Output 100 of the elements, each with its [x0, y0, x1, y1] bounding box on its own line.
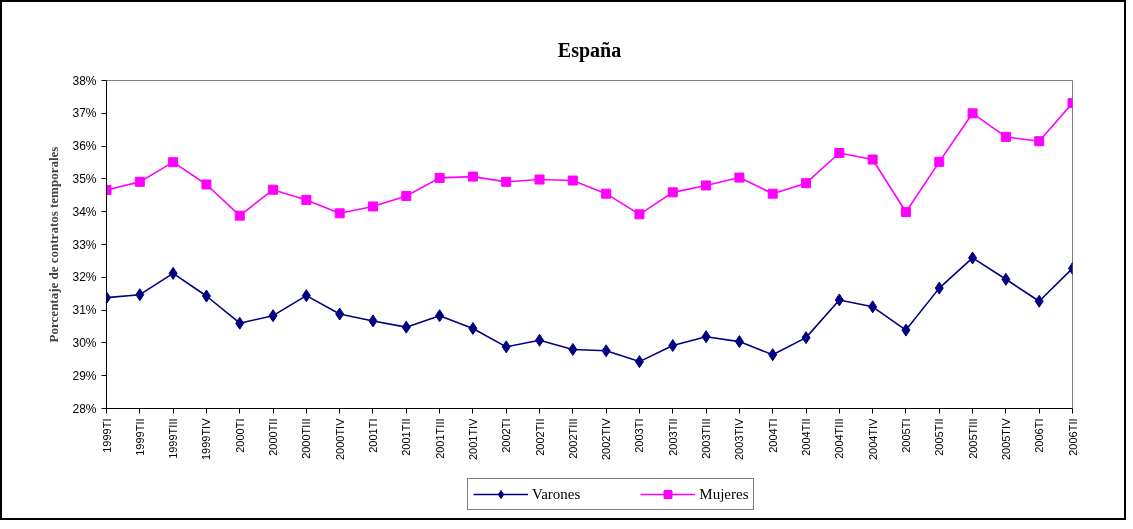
- point: [501, 340, 511, 354]
- x-tick-label: 2005TIV: [999, 417, 1012, 461]
- point: [468, 321, 478, 335]
- point: [501, 176, 512, 187]
- y-tick-label: 35%: [72, 171, 97, 186]
- x-tick-label: 2001TIII: [433, 418, 446, 459]
- point: [668, 339, 678, 353]
- point: [234, 210, 245, 221]
- point: [334, 208, 345, 219]
- point: [634, 209, 645, 220]
- x-tick-label: 2005TI: [899, 418, 912, 453]
- point: [701, 180, 712, 191]
- point: [934, 156, 945, 167]
- x-tick-label: 2000TIII: [300, 418, 313, 459]
- point: [834, 293, 844, 307]
- x-tick-label: 2001TII: [400, 418, 413, 456]
- point: [801, 178, 812, 189]
- point: [601, 344, 611, 358]
- point: [634, 355, 644, 369]
- point: [367, 201, 378, 212]
- point: [701, 330, 711, 344]
- y-tick-label: 31%: [72, 303, 97, 318]
- point: [900, 207, 911, 218]
- x-tick-label: 2005TII: [933, 418, 946, 456]
- point: [134, 176, 145, 187]
- y-tick-label: 36%: [72, 139, 97, 154]
- point: [335, 307, 345, 321]
- point: [535, 333, 545, 347]
- point: [968, 251, 978, 265]
- point: [1034, 136, 1045, 147]
- point: [967, 108, 978, 119]
- point: [1000, 131, 1011, 142]
- point: [768, 348, 778, 362]
- x-tick-label: 2003TIV: [733, 417, 746, 461]
- x-tick-label: 2004TIV: [866, 417, 879, 461]
- y-tick-label: 32%: [72, 270, 97, 285]
- y-tick-label: 37%: [72, 106, 97, 121]
- point: [168, 157, 179, 168]
- x-tick-label: 2000TI: [233, 418, 246, 453]
- point: [667, 187, 678, 198]
- point: [168, 266, 178, 280]
- x-tick-label: 2001TI: [366, 418, 379, 453]
- x-tick-label: 2002TIII: [566, 418, 579, 459]
- x-tick-label: 2003TI: [633, 418, 646, 453]
- point: [434, 172, 445, 183]
- point: [201, 289, 211, 303]
- point: [601, 188, 612, 199]
- x-tick-label: 2000TII: [267, 418, 280, 456]
- chart-title: España: [557, 38, 622, 62]
- y-tick-label: 33%: [72, 237, 97, 252]
- x-tick-label: 2003TIII: [700, 418, 713, 459]
- x-tick-label: 2004TIII: [833, 418, 846, 459]
- point: [801, 331, 811, 345]
- point: [534, 174, 545, 185]
- x-tick-label: 2002TI: [500, 418, 513, 453]
- x-tick-label: 1999TIII: [167, 418, 180, 459]
- point: [567, 175, 578, 186]
- x-tick-label: 1999TI: [100, 418, 113, 453]
- point: [901, 323, 911, 337]
- point: [268, 184, 279, 195]
- point: [135, 288, 145, 302]
- x-tick-label: 2002TIV: [600, 417, 613, 461]
- x-tick-label: 2006TI: [1033, 418, 1046, 453]
- point: [934, 281, 944, 295]
- x-tick-label: 2006TII: [1066, 418, 1079, 456]
- x-tick-label: 2004TI: [766, 418, 779, 453]
- point: [401, 190, 412, 201]
- point: [568, 342, 578, 356]
- point: [268, 309, 278, 323]
- y-tick-label: 34%: [72, 204, 97, 219]
- point: [1034, 294, 1044, 308]
- point: [368, 314, 378, 328]
- point: [435, 309, 445, 323]
- point: [467, 171, 478, 182]
- x-tick-label: 2000TIV: [333, 417, 346, 461]
- point: [201, 179, 212, 190]
- y-tick-label: 30%: [72, 335, 97, 350]
- point: [734, 335, 744, 349]
- point: [301, 289, 311, 303]
- point: [867, 154, 878, 165]
- x-tick-label: 2003TII: [666, 418, 679, 456]
- x-tick-label: 1999TIV: [200, 417, 213, 461]
- point: [235, 316, 245, 330]
- point: [734, 172, 745, 183]
- y-tick-label: 28%: [72, 401, 97, 416]
- y-tick-label: 29%: [72, 368, 97, 383]
- x-tick-label: 2001TIV: [466, 417, 479, 461]
- point: [401, 320, 411, 334]
- legend-label: Varones: [532, 485, 581, 503]
- point: [301, 194, 312, 205]
- point: [1001, 272, 1011, 286]
- x-tick-label: 1999TII: [133, 418, 146, 456]
- y-axis-title: Porcentaje de contratos temporales: [46, 146, 62, 343]
- point: [868, 300, 878, 314]
- point: [767, 188, 778, 199]
- x-tick-label: 2004TII: [800, 418, 813, 456]
- point: [834, 147, 845, 158]
- legend-label: Mujeres: [699, 485, 749, 503]
- x-tick-label: 2002TII: [533, 418, 546, 456]
- x-tick-label: 2005TIII: [966, 418, 979, 459]
